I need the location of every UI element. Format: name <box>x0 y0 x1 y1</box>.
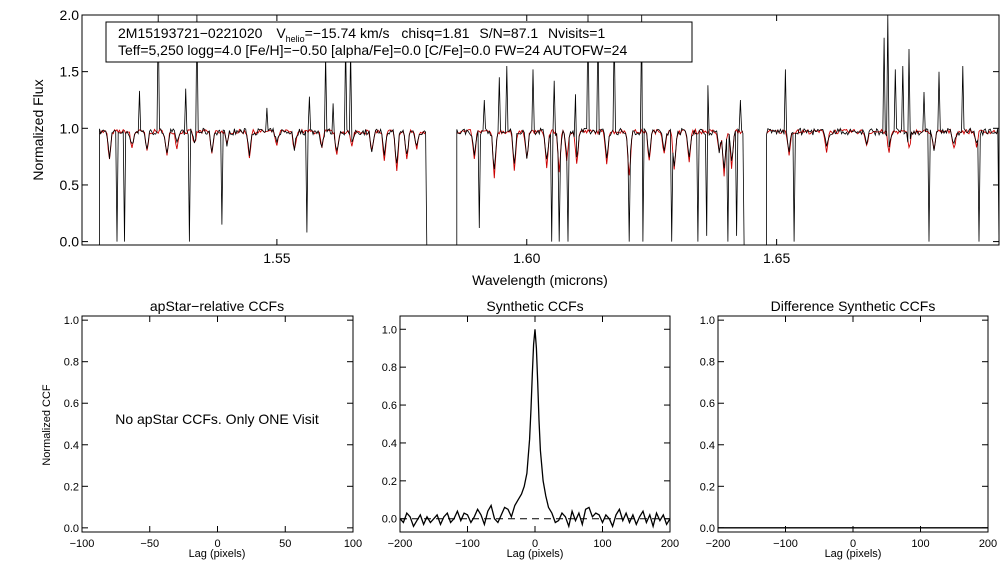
difference-ccf-ytick-label: 0.6 <box>700 398 715 410</box>
apstar-ccf-xtick-label: 100 <box>344 538 362 550</box>
snr: S/N=87.1 <box>479 25 538 41</box>
difference-ccf-ytick-label: 0.0 <box>700 523 715 535</box>
vhelio-label: V <box>276 25 286 41</box>
synthetic-ccf-xtick-label: 100 <box>593 538 611 550</box>
apstar-ccf-xtick-label: 0 <box>214 538 220 550</box>
synthetic-ccf-line <box>399 329 671 529</box>
apstar-ccf-ytick-label: 1.0 <box>64 315 79 327</box>
apstar-ccf-ytick-label: 0.8 <box>64 357 79 369</box>
observed-spectrum-chip-2 <box>456 15 745 245</box>
synthetic-ccf-ytick-label: 0.8 <box>382 362 397 374</box>
synthetic-ccf-ticks: −200 −100 0 100 200 0.0 0.2 0.4 0.6 0.8 1.0 <box>382 316 679 550</box>
spectrum-xtick-label: 1.60 <box>513 250 540 266</box>
star-id: 2M15193721−0221020 <box>118 25 263 41</box>
apstar-ccf-title: apStar−relative CCFs <box>150 298 284 314</box>
difference-ccf-title: Difference Synthetic CCFs <box>771 298 936 314</box>
apstar-ccf-ytick-label: 0.2 <box>64 481 79 493</box>
synthetic-ccf-ytick-label: 0.0 <box>382 514 397 526</box>
synthetic-ccf-ytick-label: 1.0 <box>382 324 397 336</box>
spectrum-info-line1: 2M15193721−0221020 Vhelio=−15.74 km/s ch… <box>118 25 605 44</box>
model-spectrum-chip-1 <box>99 128 426 172</box>
apstar-ccf-xlabel: Lag (pixels) <box>189 548 246 560</box>
spectrum-ytick-label: 1.0 <box>60 120 80 136</box>
chisq: chisq=1.81 <box>401 25 469 41</box>
difference-ccf-xtick-label: 200 <box>979 538 997 550</box>
apstar-ccf-ytick-label: 0.0 <box>64 523 79 535</box>
spectrum-ytick-label: 0.5 <box>60 177 80 193</box>
difference-ccf-xlabel: Lag (pixels) <box>825 548 882 560</box>
spectrum-plot-area <box>99 15 999 245</box>
difference-ccf-panel: Difference Synthetic CCFs −200 −100 0 100 20… <box>700 298 997 560</box>
observed-spectrum-chip-1 <box>99 15 428 245</box>
synthetic-ccf-title: Synthetic CCFs <box>486 298 583 314</box>
difference-ccf-xtick-label: 100 <box>911 538 929 550</box>
apstar-ccf-message: No apStar CCFs. Only ONE Visit <box>115 411 319 427</box>
synthetic-ccf-xtick-label: −100 <box>455 538 480 550</box>
difference-ccf-ytick-label: 0.4 <box>700 440 715 452</box>
synthetic-ccf-ytick-label: 0.4 <box>382 438 397 450</box>
apstar-ccf-ytick-label: 0.4 <box>64 440 79 452</box>
difference-ccf-ytick-label: 0.2 <box>700 481 715 493</box>
spectrum-xlabel: Wavelength (microns) <box>472 272 608 288</box>
spectrum-ytick-label: 2.0 <box>60 7 80 23</box>
spectrum-lines <box>99 15 999 245</box>
spectrum-ticks: 1.55 1.60 1.65 0.0 0.5 1.0 1.5 2.0 <box>60 7 999 266</box>
synthetic-ccf-xtick-label: 200 <box>661 538 679 550</box>
synthetic-ccf-ytick-label: 0.6 <box>382 400 397 412</box>
synthetic-ccf-plot-area <box>399 329 671 529</box>
apstar-ccf-ticks: −100 −50 0 50 100 0.0 0.2 0.4 0.6 0.8 1.0 <box>64 315 362 550</box>
spectrum-frame <box>81 14 1000 246</box>
apstar-ccf-ylabel: Normalized CCF <box>41 384 53 466</box>
model-spectrum-chip-2 <box>456 127 744 179</box>
synthetic-ccf-frame <box>399 315 671 533</box>
difference-ccf-xtick-label: −100 <box>773 538 798 550</box>
apstar-ccf-xtick-label: −50 <box>140 538 159 550</box>
difference-ccf-ticks: −200 −100 0 100 200 0.0 0.2 0.4 0.6 0.8 1.0 <box>700 315 997 550</box>
difference-ccf-xtick-label: 0 <box>850 538 856 550</box>
spectrum-ytick-label: 1.5 <box>60 64 80 80</box>
spectrum-info-box <box>105 21 693 63</box>
apstar-ccf-panel: apStar−relative CCFs −100 −50 0 50 100 0.0 0.2… <box>41 298 362 560</box>
difference-ccf-ytick-label: 1.0 <box>700 315 715 327</box>
synthetic-ccf-xtick-label: 0 <box>532 538 538 550</box>
difference-ccf-xtick-label: −200 <box>706 538 731 550</box>
observed-spectrum-chip-3 <box>766 15 999 245</box>
difference-ccf-frame <box>717 315 989 533</box>
spectrum-panel: 1.55 1.60 1.65 0.0 0.5 1.0 1.5 2.0 Wavelength (… <box>30 7 1000 288</box>
nvisits: Nvisits=1 <box>548 25 605 41</box>
spectrum-xtick-label: 1.55 <box>263 250 290 266</box>
apstar-ccf-xtick-label: 50 <box>279 538 291 550</box>
spectrum-info-line2: Teff=5,250 logg=4.0 [Fe/H]=−0.50 [alpha/… <box>118 42 627 58</box>
apstar-ccf-xtick-label: −100 <box>70 538 95 550</box>
spectrum-xtick-label: 1.65 <box>763 250 790 266</box>
synthetic-ccf-xlabel: Lag (pixels) <box>507 548 564 560</box>
difference-ccf-ytick-label: 0.8 <box>700 357 715 369</box>
vhelio-value: =−15.74 km/s <box>305 25 390 41</box>
synthetic-ccf-ytick-label: 0.2 <box>382 476 397 488</box>
spectrum-ytick-label: 0.0 <box>60 234 80 250</box>
spectrum-ylabel: Normalized Flux <box>30 79 46 180</box>
model-spectrum-chip-3 <box>766 127 998 156</box>
synthetic-ccf-xtick-label: −200 <box>388 538 413 550</box>
vhelio-sub: helio <box>286 34 305 44</box>
synthetic-ccf-panel: Synthetic CCFs −200 −100 0 100 200 0.0 0.2 0.4 0… <box>382 298 679 560</box>
apstar-ccf-ytick-label: 0.6 <box>64 398 79 410</box>
